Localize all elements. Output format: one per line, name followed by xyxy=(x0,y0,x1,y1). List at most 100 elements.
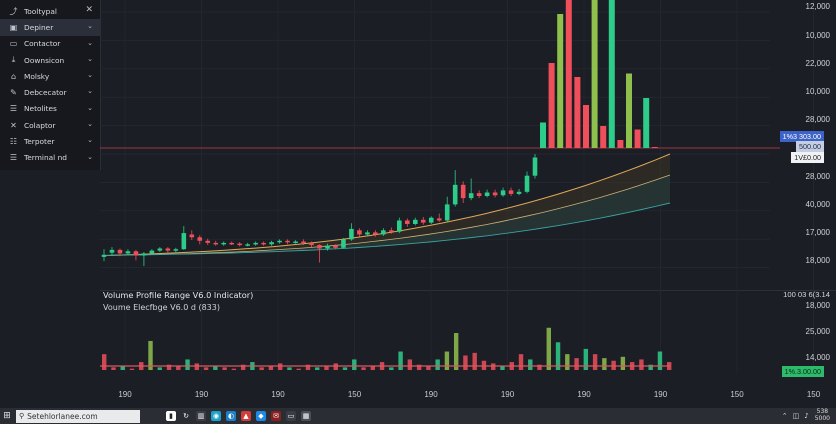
list-icon: ☰ xyxy=(9,104,18,114)
upper-band-line xyxy=(103,153,671,256)
time-tick-label: 190 xyxy=(577,390,591,399)
candle-body xyxy=(333,245,338,248)
volume-bar xyxy=(481,360,487,370)
taskbar-apps: ▮ ↻ ▥ ◉ ◐ ▲ ◆ ✉ ▭ ▦ xyxy=(140,411,311,421)
chevron-down-icon[interactable]: ⌄ xyxy=(87,120,93,129)
chevron-down-icon[interactable]: ⌄ xyxy=(87,87,93,96)
store-icon: ◆ xyxy=(258,412,264,420)
taskbar-app-monitor[interactable]: ▭ xyxy=(286,411,296,421)
taskbar-app-task-view[interactable]: ▮ xyxy=(166,411,176,421)
chevron-down-icon[interactable]: ⌄ xyxy=(87,38,93,47)
taskbar-app-files[interactable]: ▥ xyxy=(196,411,206,421)
refresh-icon: ↻ xyxy=(183,412,189,420)
taskbar-app-mail[interactable]: ✉ xyxy=(271,411,281,421)
time-tick-label: 190 xyxy=(118,390,132,399)
sidebar-item-netolites[interactable]: ☰ Netolites ⌄ xyxy=(0,101,100,117)
candle xyxy=(381,228,386,236)
files-icon: ▥ xyxy=(197,412,205,420)
candle xyxy=(532,154,538,179)
share-icon: ⤴ xyxy=(9,6,18,16)
profile-spike-bar xyxy=(634,129,641,148)
sidebar-item-contactor[interactable]: ▭ Contactor ⌄ xyxy=(0,36,100,52)
candle-body xyxy=(365,232,370,235)
volume-icon[interactable]: ♪ xyxy=(804,411,809,420)
candle-body xyxy=(373,232,378,235)
taskbar-app-store[interactable]: ◆ xyxy=(256,411,266,421)
start-button[interactable]: ⊞ xyxy=(0,408,14,424)
sidebar-item-oownsicon[interactable]: ⤓ Oownsicon ⌄ xyxy=(0,52,100,68)
chevron-down-icon[interactable]: ⌄ xyxy=(87,103,93,112)
sidebar-item-depiner[interactable]: ▣ Depiner ⌄ xyxy=(0,19,100,36)
clock[interactable]: 538 5000 xyxy=(814,408,830,422)
volume-bar xyxy=(296,368,301,370)
volume-chart[interactable] xyxy=(100,290,836,374)
chevron-down-icon[interactable]: ⌄ xyxy=(87,22,93,31)
candle-body xyxy=(428,217,434,223)
volume-bar xyxy=(416,364,422,370)
close-icon[interactable]: ✕ xyxy=(85,5,93,15)
sidebar-item-molsky[interactable]: ⌂ Molsky ⌄ xyxy=(0,68,100,84)
profile-spike-bar xyxy=(600,126,607,148)
chevron-up-icon[interactable]: ⌃ xyxy=(781,411,788,420)
sidebar-item-terpoter[interactable]: ☷ Terpoter ⌄ xyxy=(0,133,100,149)
grid-icon: ▦ xyxy=(302,412,310,420)
chevron-down-icon[interactable]: ⌄ xyxy=(87,136,93,145)
shield-icon: ▲ xyxy=(243,412,249,420)
candle-body xyxy=(197,237,203,241)
candle-body xyxy=(412,219,418,224)
indicator-title: Volume Profile Range V6.0 Indicator) xyxy=(103,290,254,300)
price-tick-label: 17,000 xyxy=(805,228,830,237)
taskbar-app-edge[interactable]: ◐ xyxy=(226,411,236,421)
volume-bar xyxy=(268,366,274,370)
clock-date: 5000 xyxy=(814,414,830,422)
chevron-down-icon[interactable]: ⌄ xyxy=(87,54,93,63)
profile-spike-bar xyxy=(651,147,658,148)
candle-body xyxy=(117,249,123,254)
chevron-down-icon[interactable]: ⌄ xyxy=(87,152,93,161)
sidebar-item-terminal-nd[interactable]: ☰ Terminal nd ⌄ xyxy=(0,150,100,166)
sidebar-item-colaptor[interactable]: ✕ Colaptor ⌄ xyxy=(0,117,100,133)
candle-body xyxy=(253,242,258,245)
taskbar-app-shield[interactable]: ▲ xyxy=(241,411,251,421)
terminal-icon: ☰ xyxy=(9,153,18,163)
time-tick-label: 190 xyxy=(424,390,438,399)
candle-body xyxy=(109,249,115,253)
volume-bar xyxy=(352,359,357,370)
volume-bar xyxy=(231,368,237,370)
candle xyxy=(524,171,530,194)
candle-body xyxy=(516,191,522,194)
sidebar-item-tooltypal[interactable]: ⤴ Tooltypal ✕ xyxy=(0,3,100,19)
taskbar-app-grid[interactable]: ▦ xyxy=(301,411,311,421)
volume-bar xyxy=(324,366,329,370)
price-chart[interactable] xyxy=(100,0,836,290)
volume-bar xyxy=(453,333,459,370)
price-tick-label: 10,000 xyxy=(805,31,830,40)
candle xyxy=(357,228,362,237)
candle-body xyxy=(508,190,514,194)
candle-body xyxy=(301,241,306,243)
price-tag-mid: 500.00 xyxy=(796,141,824,152)
candle-body xyxy=(452,184,458,205)
candle xyxy=(444,196,450,222)
network-icon[interactable]: ◫ xyxy=(792,411,800,420)
profile-band-fill-lower xyxy=(104,175,670,256)
volume-bar xyxy=(333,363,338,370)
volume-bar xyxy=(592,354,598,370)
time-tick-label: 190 xyxy=(194,390,209,399)
candle-body xyxy=(277,240,282,243)
candle xyxy=(221,241,227,246)
candle xyxy=(165,247,171,253)
taskbar-app-refresh[interactable]: ↻ xyxy=(181,411,191,421)
taskbar-app-browser[interactable]: ◉ xyxy=(211,411,221,421)
chart-grid xyxy=(100,0,814,290)
sidebar-item-label: Tooltypal xyxy=(24,6,57,16)
sidebar-item-debcecator[interactable]: ✎ Debcecator ⌄ xyxy=(0,84,100,100)
volume-bar xyxy=(259,367,264,370)
profile-spike-bar xyxy=(557,14,564,148)
taskbar-search-input[interactable]: ⚲ Setehlorlanee.com xyxy=(16,409,140,423)
candle xyxy=(500,187,506,197)
candle-body xyxy=(389,230,394,232)
candle xyxy=(492,189,498,198)
chevron-down-icon[interactable]: ⌄ xyxy=(87,71,93,80)
candle-body xyxy=(476,193,482,196)
